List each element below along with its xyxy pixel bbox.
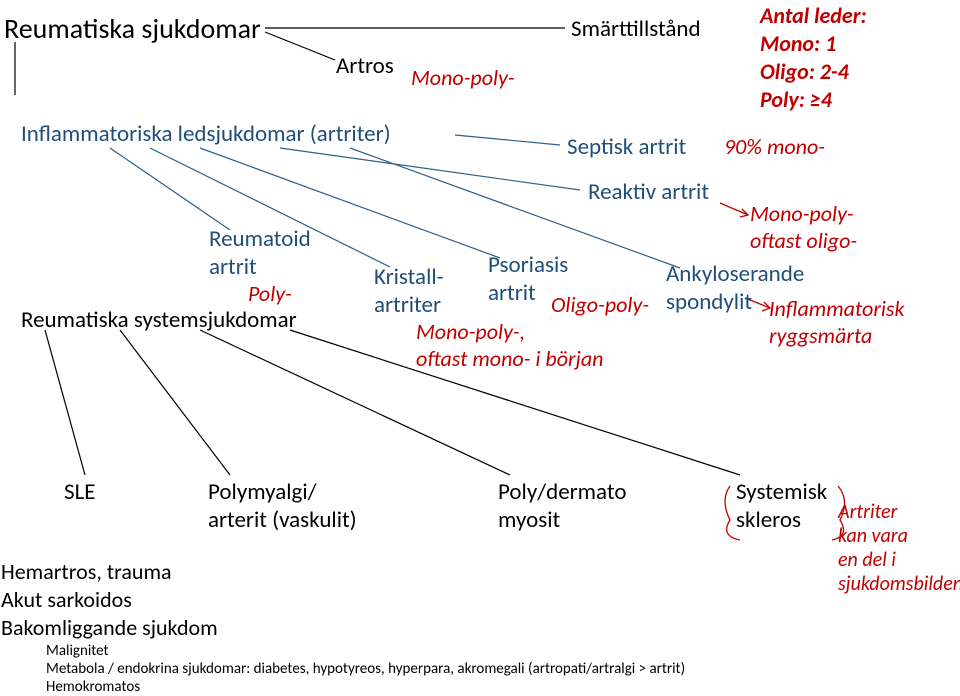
- ninety-mono: 90% mono-: [724, 133, 825, 160]
- legend-mono: Mono: 1: [760, 30, 836, 57]
- akut-label: Akut sarkoidos: [1, 586, 132, 613]
- metabola-label: Metabola / endokrina sjukdomar: diabetes…: [46, 660, 685, 678]
- poly-note: Poly-: [248, 280, 292, 307]
- title: Reumatiska sjukdomar: [4, 11, 261, 46]
- septisk-label: Septisk artrit: [567, 133, 686, 161]
- mono-poly-note-1: Mono-poly-: [411, 64, 515, 91]
- legend-poly: Poly: ≥4: [760, 86, 832, 113]
- legend-heading: Antal leder:: [760, 2, 867, 29]
- reaktiv-label: Reaktiv artrit: [588, 178, 709, 206]
- hemartros-label: Hemartros, trauma: [1, 558, 172, 585]
- smarttillstand: Smärttillstånd: [571, 15, 701, 43]
- inflam-label: Inflammatoriska ledsjukdomar (artriter): [21, 120, 391, 148]
- artros-label: Artros: [336, 52, 394, 80]
- bakom-label: Bakomliggande sjukdom: [1, 614, 218, 641]
- kristall-label: Kristall- artriter: [374, 263, 444, 319]
- reumatoid-label: Reumatoid artrit: [209, 225, 311, 281]
- mono-poly-borjan: Mono-poly-, oftast mono- i början: [416, 318, 603, 372]
- systemisk-label: Systemisk skleros: [736, 478, 827, 534]
- oligo-poly-note: Oligo-poly-: [551, 291, 649, 318]
- monopoly-oftast: Mono-poly- oftast oligo-: [750, 200, 857, 254]
- inflam-rygg-note: Inflammatorisk ryggsmärta: [769, 295, 904, 349]
- malign-label: Malignitet: [46, 642, 109, 660]
- poly-dermato-label: Poly/dermato myosit: [498, 478, 626, 534]
- reum-system-label: Reumatiska systemsjukdomar: [21, 306, 297, 334]
- legend-oligo: Oligo: 2-4: [760, 58, 849, 85]
- artriter-note: Artriter kan vara en del i sjukdomsbilde…: [838, 500, 960, 596]
- sle-label: SLE: [64, 478, 95, 506]
- polymyalgi-label: Polymyalgi/ arterit (vaskulit): [208, 478, 357, 534]
- hemokrom-label: Hemokromatos: [46, 678, 140, 696]
